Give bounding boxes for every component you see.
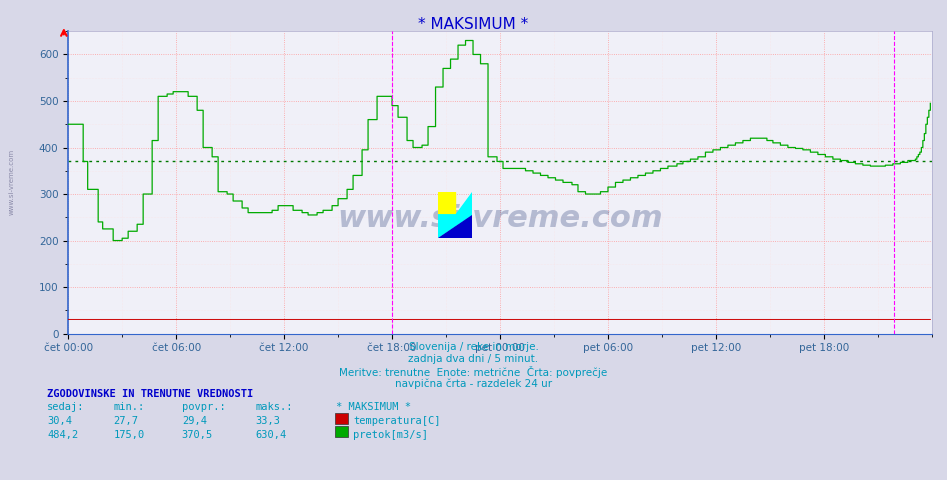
Text: Slovenija / reke in morje.: Slovenija / reke in morje. (408, 342, 539, 352)
Text: temperatura[C]: temperatura[C] (353, 416, 440, 426)
Text: maks.:: maks.: (256, 402, 294, 412)
Text: 175,0: 175,0 (114, 430, 145, 440)
Text: 484,2: 484,2 (47, 430, 79, 440)
Text: * MAKSIMUM *: * MAKSIMUM * (419, 17, 528, 32)
Polygon shape (455, 192, 472, 215)
Text: zadnja dva dni / 5 minut.: zadnja dva dni / 5 minut. (408, 354, 539, 364)
Text: 33,3: 33,3 (256, 416, 280, 426)
Text: pretok[m3/s]: pretok[m3/s] (353, 430, 428, 440)
Text: ZGODOVINSKE IN TRENUTNE VREDNOSTI: ZGODOVINSKE IN TRENUTNE VREDNOSTI (47, 389, 254, 399)
Text: 29,4: 29,4 (182, 416, 206, 426)
Text: sedaj:: sedaj: (47, 402, 85, 412)
Text: 630,4: 630,4 (256, 430, 287, 440)
Text: Meritve: trenutne  Enote: metrične  Črta: povprečje: Meritve: trenutne Enote: metrične Črta: … (339, 366, 608, 378)
Text: www.si-vreme.com: www.si-vreme.com (337, 204, 663, 233)
Text: povpr.:: povpr.: (182, 402, 225, 412)
Text: 370,5: 370,5 (182, 430, 213, 440)
Text: * MAKSIMUM *: * MAKSIMUM * (336, 402, 411, 412)
Bar (438, 192, 455, 215)
Text: min.:: min.: (114, 402, 145, 412)
Text: 27,7: 27,7 (114, 416, 138, 426)
Text: 30,4: 30,4 (47, 416, 72, 426)
Text: www.si-vreme.com: www.si-vreme.com (9, 149, 14, 216)
Polygon shape (438, 215, 472, 238)
Text: navpična črta - razdelek 24 ur: navpična črta - razdelek 24 ur (395, 378, 552, 389)
Polygon shape (438, 215, 472, 238)
